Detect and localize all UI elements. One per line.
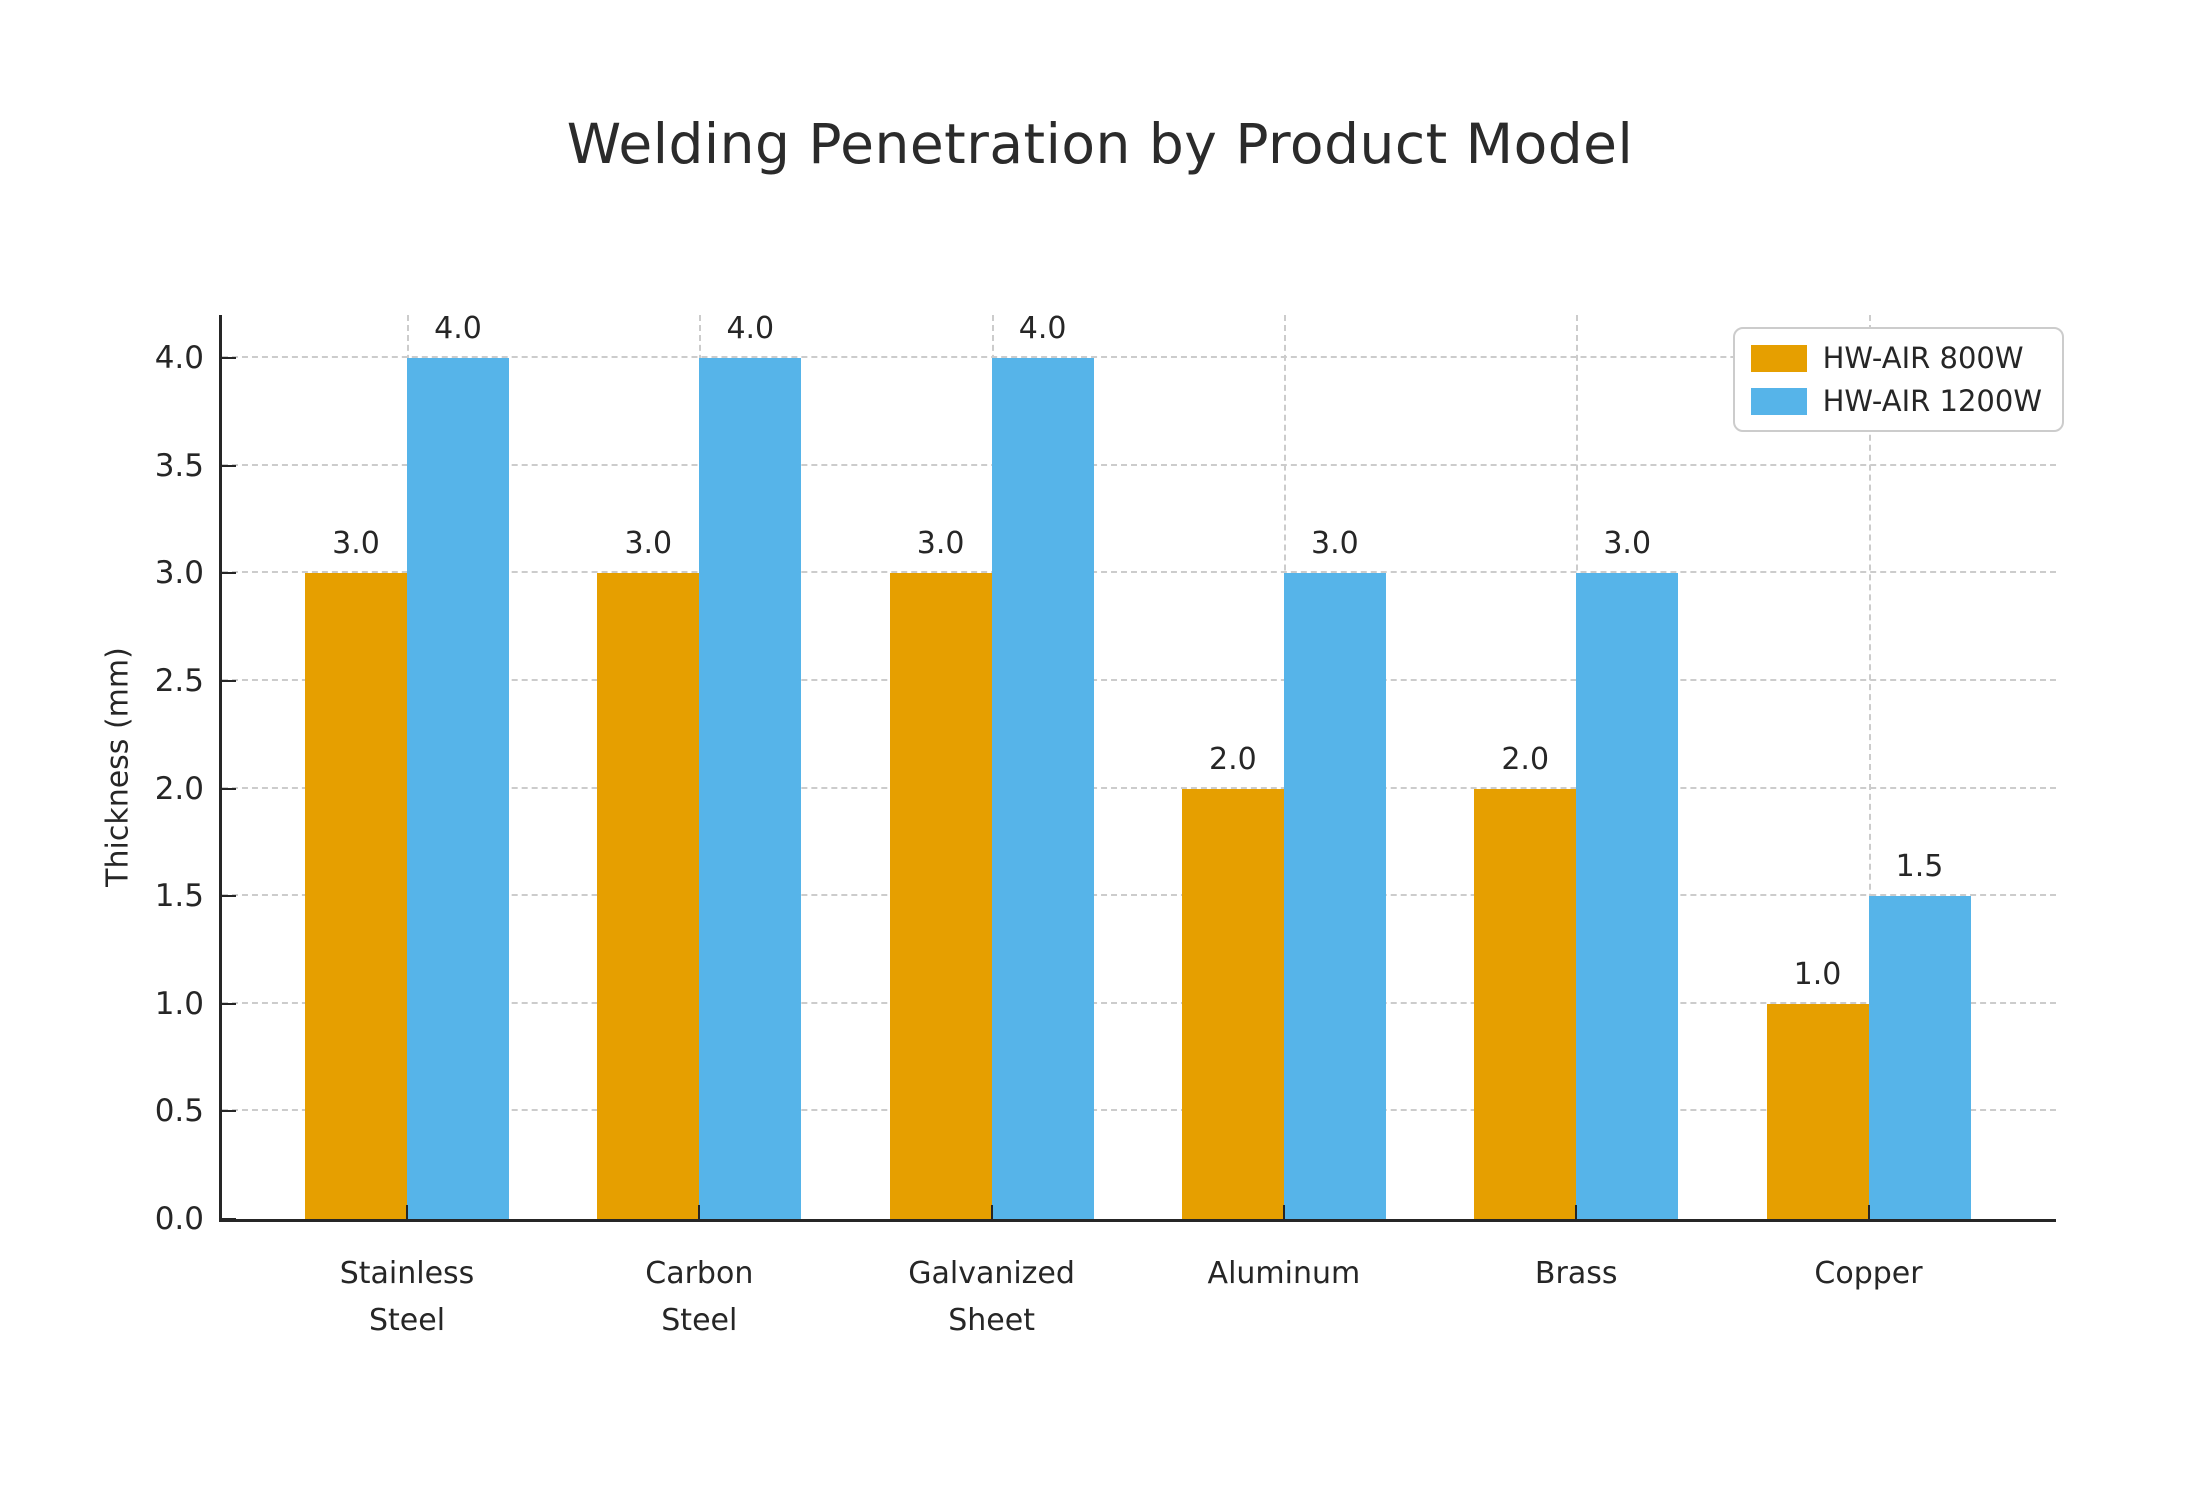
bar-1200w xyxy=(1283,573,1386,1219)
x-axis-spine xyxy=(219,1219,2056,1222)
x-tick-label: Galvanized Sheet xyxy=(908,1256,1075,1338)
bar-800w xyxy=(597,573,700,1219)
x-tick-label: Copper xyxy=(1814,1256,1923,1291)
legend-swatch-icon xyxy=(1750,387,1807,415)
y-tick-mark xyxy=(222,1110,236,1113)
bar-value-label: 3.0 xyxy=(1603,526,1652,562)
y-tick-label: 1.5 xyxy=(154,878,204,915)
h-gridline xyxy=(222,463,2056,466)
h-gridline xyxy=(222,1001,2056,1004)
bar-1200w xyxy=(1868,896,1971,1219)
bar-value-label: 2.0 xyxy=(1501,741,1550,777)
y-tick-label: 4.0 xyxy=(154,340,204,377)
y-tick-mark xyxy=(222,679,236,682)
x-tick-label: Stainless Steel xyxy=(339,1256,475,1338)
x-tick-mark xyxy=(1575,1205,1578,1219)
y-tick-label: 2.5 xyxy=(154,662,204,699)
x-tick-mark xyxy=(698,1205,701,1219)
legend-item: HW-AIR 800W xyxy=(1750,341,2042,375)
y-tick-label: 0.5 xyxy=(154,1093,204,1130)
bar-value-label: 2.0 xyxy=(1209,741,1257,777)
y-tick-mark xyxy=(222,572,236,575)
bar-1200w xyxy=(991,358,1094,1219)
bar-value-label: 4.0 xyxy=(434,311,482,347)
bar-value-label: 1.5 xyxy=(1895,849,1944,885)
legend-swatch-icon xyxy=(1750,344,1807,372)
x-tick-mark xyxy=(990,1205,993,1219)
bar-value-label: 3.0 xyxy=(624,526,673,562)
h-gridline xyxy=(222,894,2056,897)
y-tick-mark xyxy=(222,1218,236,1220)
legend-item: HW-AIR 1200W xyxy=(1750,384,2042,418)
y-axis-spine xyxy=(219,315,222,1222)
y-tick-mark xyxy=(222,895,236,898)
legend: HW-AIR 800W HW-AIR 1200W xyxy=(1732,327,2064,432)
plot-area: HW-AIR 800W HW-AIR 1200W 3.0 4.0 3.0 4.0 3.0 4… xyxy=(219,311,2064,1222)
y-tick-mark xyxy=(222,357,236,360)
chart-title: Welding Penetration by Product Model xyxy=(566,112,1634,176)
bar-800w xyxy=(305,573,407,1219)
bar-1200w xyxy=(699,358,802,1219)
h-gridline xyxy=(222,678,2056,681)
y-tick-label: 3.0 xyxy=(154,555,204,592)
v-gridline xyxy=(1868,315,1871,1219)
h-gridline xyxy=(222,571,2056,574)
x-tick-label: Aluminum xyxy=(1207,1256,1361,1291)
x-tick-mark xyxy=(1282,1205,1285,1219)
legend-label: HW-AIR 1200W xyxy=(1822,384,2042,418)
x-tick-mark xyxy=(406,1205,408,1219)
bar-1200w xyxy=(1576,573,1679,1219)
x-tick-label: Brass xyxy=(1534,1256,1618,1291)
y-tick-mark xyxy=(222,1002,236,1005)
y-tick-label: 0.0 xyxy=(154,1201,204,1237)
h-gridline xyxy=(222,1109,2056,1112)
bar-value-label: 3.0 xyxy=(916,526,965,562)
bar-800w xyxy=(889,573,992,1219)
bar-value-label: 4.0 xyxy=(1018,311,1067,347)
x-tick-mark xyxy=(1867,1205,1870,1219)
bar-value-label: 3.0 xyxy=(332,526,380,562)
bar-800w xyxy=(1766,1003,1869,1219)
bar-800w xyxy=(1474,788,1577,1219)
legend-label: HW-AIR 800W xyxy=(1822,341,2024,375)
h-gridline xyxy=(222,786,2056,789)
bar-value-label: 1.0 xyxy=(1793,956,1842,992)
x-tick-label: Carbon Steel xyxy=(645,1256,754,1338)
bar-800w xyxy=(1181,788,1284,1219)
y-tick-label: 2.0 xyxy=(154,770,204,807)
h-gridline xyxy=(222,356,2056,359)
y-tick-mark xyxy=(222,464,236,467)
bar-1200w xyxy=(407,358,509,1219)
bar-value-label: 4.0 xyxy=(726,311,775,347)
y-tick-label: 1.0 xyxy=(154,985,204,1022)
bar-value-label: 3.0 xyxy=(1311,526,1359,562)
y-tick-mark xyxy=(222,787,236,790)
y-tick-label: 3.5 xyxy=(154,447,204,484)
